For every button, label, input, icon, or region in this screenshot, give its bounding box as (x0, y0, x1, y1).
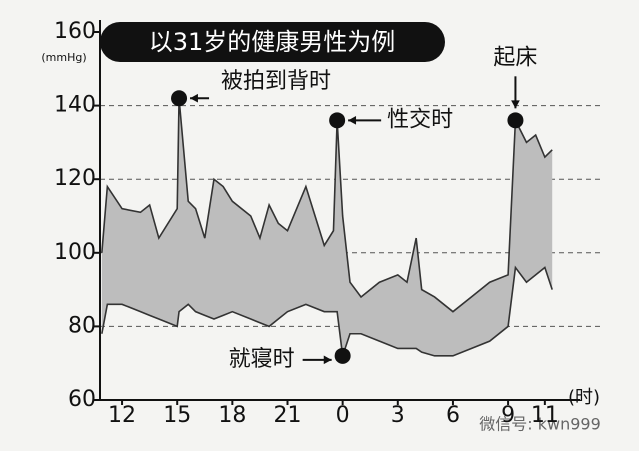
x-tick-label: 9 (501, 403, 515, 428)
watermark: 微信号: kwn999 (479, 415, 601, 434)
y-tick-label: 140 (54, 93, 96, 118)
x-tick-label: 12 (108, 403, 136, 428)
annotation: 被拍到背时 (221, 69, 331, 94)
annotation: 性交时 (387, 107, 453, 132)
x-tick-label: 6 (446, 403, 460, 428)
x-tick-label: 0 (336, 403, 350, 428)
chart-title: 以31岁的健康男性为例 (149, 28, 396, 56)
arrow-head (348, 116, 357, 125)
y-tick-label: 120 (54, 166, 96, 191)
marker-dot (507, 112, 524, 129)
x-tick-label: 11 (531, 403, 559, 428)
x-tick-label: 15 (163, 403, 191, 428)
band-area (101, 98, 553, 356)
annotation: 起床 (493, 45, 537, 70)
annotation: 就寝时 (229, 347, 295, 372)
arrow-head (323, 355, 332, 365)
marker-dot (171, 90, 188, 107)
x-tick-label: 18 (218, 403, 246, 428)
y-tick-label: 60 (68, 387, 96, 412)
y-tick-label: 80 (68, 313, 96, 338)
band-edge (101, 265, 553, 357)
x-tick-label: 21 (274, 403, 302, 428)
marker-dot (334, 347, 351, 364)
band-edge (101, 98, 553, 313)
y-tick-label: 160 (54, 19, 96, 44)
arrow-head (511, 100, 520, 109)
y-tick-label: 100 (54, 240, 96, 265)
arrow-head (190, 93, 198, 103)
y-unit: (mmHg) (41, 51, 86, 64)
x-tick-label: 3 (391, 403, 405, 428)
x-unit: (时) (568, 387, 600, 408)
marker-dot (329, 112, 346, 129)
title-box (100, 22, 445, 62)
